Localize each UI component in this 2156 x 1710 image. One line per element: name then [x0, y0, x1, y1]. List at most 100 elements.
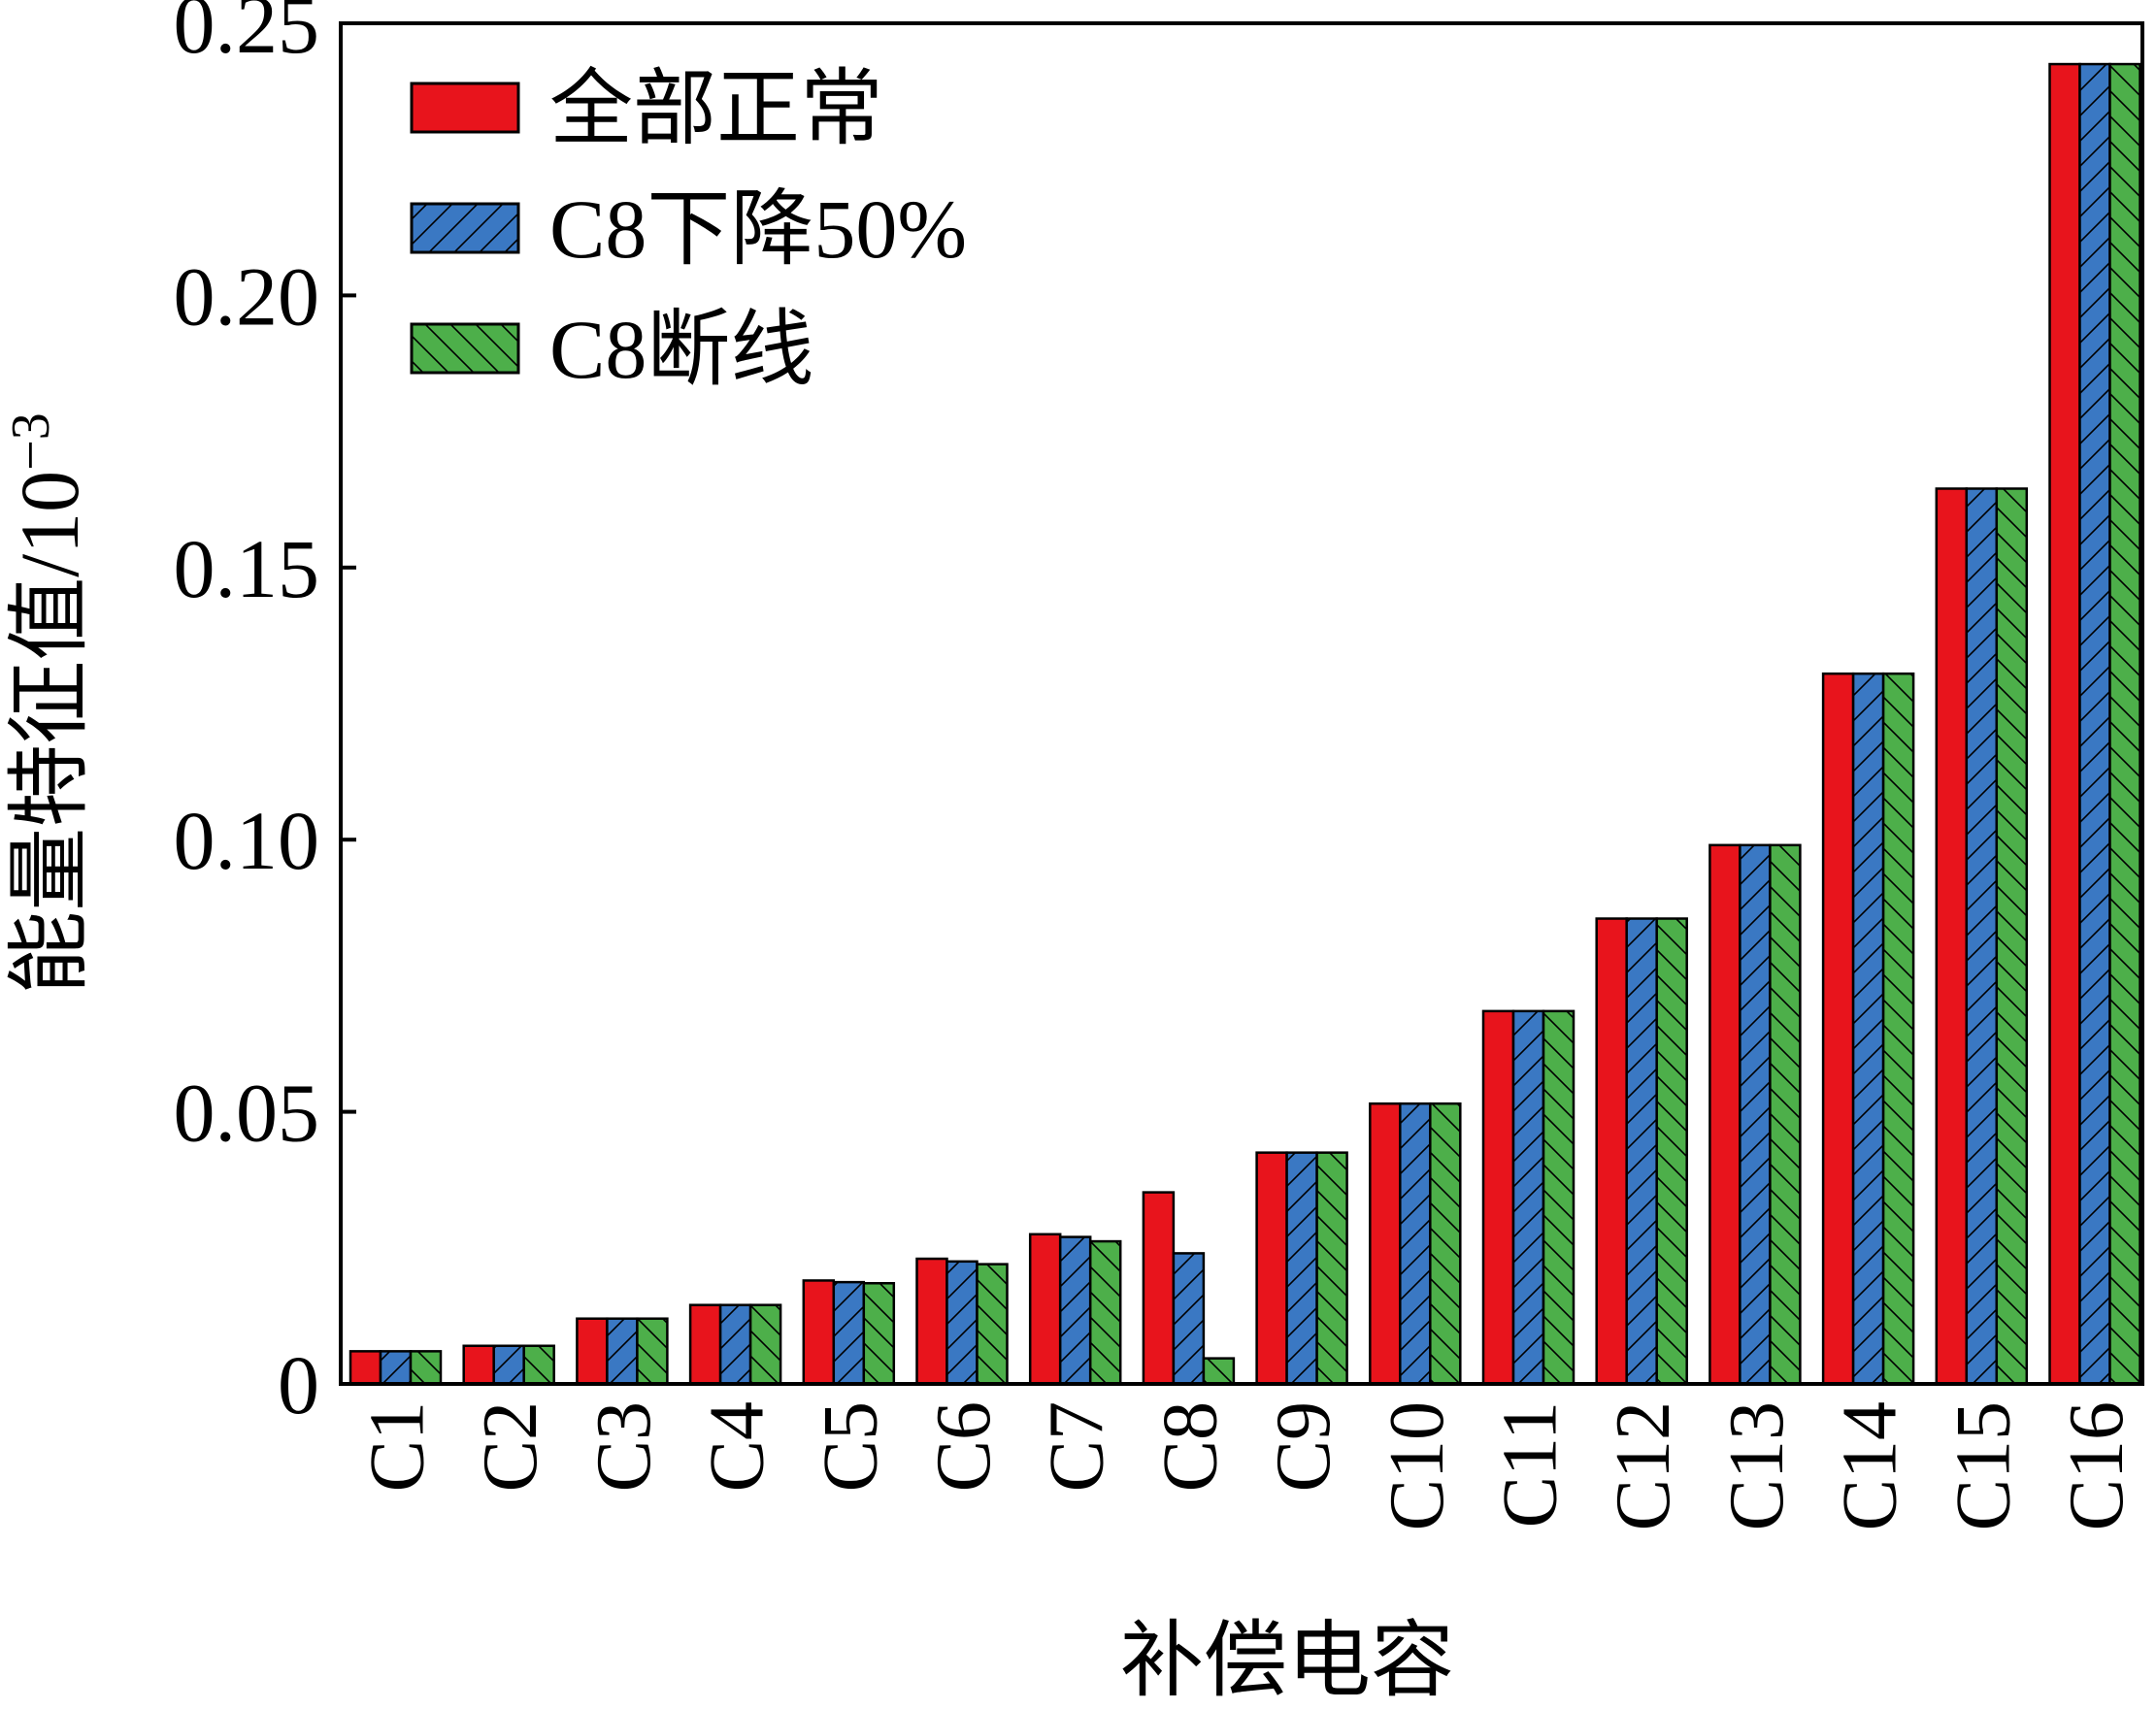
bar-C6-series-2	[945, 1260, 978, 1386]
x-tick-label: C12	[1601, 1401, 1686, 1530]
bar-C13-series-1	[1708, 843, 1741, 1386]
bar-C15-series-3	[1995, 487, 2029, 1386]
bar-C14-series-3	[1881, 672, 1915, 1386]
bar-C1-series-3	[409, 1350, 443, 1386]
x-tick-label: C7	[1035, 1401, 1120, 1492]
bar-C14-series-2	[1851, 672, 1885, 1386]
x-axis: C1 C2 C3 C4 C5 C6 C7 C8 C9 C10 C11 C12 C13 C14 C15 C16	[355, 1401, 2140, 1530]
bar-C16-series-3	[2108, 62, 2141, 1386]
x-tick-label-group: C13	[1714, 1401, 1800, 1530]
x-tick-label: C6	[921, 1401, 1007, 1492]
bar-C6-series-1	[915, 1257, 948, 1386]
x-tick-label: C10	[1375, 1401, 1460, 1530]
y-axis-title-main: 能量特征值/10	[3, 471, 96, 995]
bar-C15-series-2	[1965, 487, 1999, 1386]
legend-label-1: 全部正常	[549, 62, 883, 155]
bar-C14-series-1	[1821, 672, 1855, 1386]
x-tick-label-group: C14	[1828, 1401, 1913, 1530]
y-axis-title-group: 能量特征值/10−3	[1, 412, 96, 995]
y-tick-label: 0.25	[174, 0, 320, 71]
x-tick-label-group: C2	[468, 1401, 553, 1492]
x-tick-label: C3	[581, 1401, 667, 1492]
bar-C11-series-1	[1481, 1009, 1515, 1386]
x-tick-label: C8	[1147, 1401, 1233, 1492]
y-tick-label: 0.10	[174, 794, 320, 887]
bar-C10-series-2	[1399, 1102, 1432, 1386]
x-tick-label-group: C1	[355, 1401, 441, 1492]
bar-C1-series-1	[348, 1350, 382, 1386]
bar-C9-series-2	[1285, 1151, 1318, 1386]
x-tick-label: C9	[1261, 1401, 1346, 1492]
bar-C1-series-2	[379, 1350, 413, 1386]
bar-C4-series-1	[688, 1303, 722, 1386]
bar-C5-series-2	[832, 1280, 866, 1386]
y-axis: 0 0.05 0.10 0.15 0.20 0.25	[174, 0, 356, 1431]
x-tick-label-group: C3	[581, 1401, 667, 1492]
x-tick-label: C11	[1488, 1401, 1574, 1528]
plot-frame	[339, 21, 2144, 1386]
bar-C7-series-3	[1088, 1239, 1122, 1386]
x-tick-label: C4	[695, 1401, 780, 1492]
x-tick-label-group: C12	[1601, 1401, 1686, 1530]
bar-C8-series-3	[1202, 1357, 1236, 1386]
bar-C9-series-3	[1315, 1151, 1348, 1386]
bar-C8-series-1	[1142, 1191, 1176, 1386]
bars-layer	[348, 62, 2141, 1386]
x-tick-label: C2	[468, 1401, 553, 1492]
x-tick-label: C13	[1714, 1401, 1800, 1530]
legend-swatch-3	[410, 322, 520, 375]
x-tick-label-group: C10	[1375, 1401, 1460, 1530]
bar-C9-series-1	[1255, 1151, 1288, 1386]
bar-C5-series-1	[802, 1279, 836, 1386]
x-tick-label-group: C6	[921, 1401, 1007, 1492]
bar-C7-series-2	[1058, 1235, 1092, 1386]
bar-C12-series-3	[1655, 917, 1688, 1386]
x-tick-label-group: C8	[1147, 1401, 1233, 1492]
bar-C12-series-2	[1625, 917, 1658, 1386]
x-tick-label: C16	[2054, 1401, 2139, 1530]
bar-C2-series-2	[492, 1344, 525, 1386]
legend-swatch-2	[410, 202, 520, 254]
bar-C10-series-1	[1369, 1102, 1402, 1386]
bar-C11-series-3	[1542, 1009, 1576, 1386]
bar-C10-series-3	[1429, 1102, 1462, 1386]
bar-C16-series-1	[2048, 62, 2081, 1386]
bar-C15-series-1	[1935, 487, 1969, 1386]
bar-C4-series-3	[748, 1303, 782, 1386]
bar-C2-series-3	[522, 1344, 555, 1386]
x-tick-label-group: C16	[2054, 1401, 2139, 1530]
legend-label-3: C8断线	[549, 303, 813, 396]
bar-C7-series-1	[1028, 1233, 1062, 1386]
bar-C2-series-1	[462, 1344, 495, 1386]
x-tick-label: C14	[1828, 1401, 1913, 1530]
legend-label-2: C8下降50%	[549, 182, 967, 276]
x-tick-label-group: C11	[1488, 1401, 1574, 1528]
bar-C6-series-3	[976, 1263, 1009, 1386]
bar-C11-series-2	[1511, 1009, 1545, 1386]
y-tick-label: 0.20	[174, 249, 320, 343]
y-axis-title-exponent: −3	[1, 412, 61, 471]
bar-C13-series-3	[1769, 843, 1802, 1386]
bar-C3-series-2	[606, 1317, 639, 1386]
y-tick-label: 0	[278, 1338, 319, 1431]
x-tick-label-group: C15	[1940, 1401, 2026, 1530]
y-tick-label: 0.05	[174, 1067, 320, 1160]
x-tick-label-group: C7	[1035, 1401, 1120, 1492]
x-tick-label-group: C5	[808, 1401, 893, 1492]
bar-C12-series-1	[1595, 917, 1628, 1386]
x-axis-title: 补偿电容	[1120, 1614, 1454, 1705]
bar-C3-series-1	[576, 1317, 609, 1386]
x-tick-label-group: C9	[1261, 1401, 1346, 1492]
x-tick-label: C1	[355, 1401, 441, 1492]
x-tick-label-group: C4	[695, 1401, 780, 1492]
bar-C5-series-3	[862, 1282, 896, 1386]
bar-C4-series-2	[718, 1303, 752, 1386]
legend: 全部正常 C8下降50% C8断线	[410, 62, 967, 396]
legend-swatch-1	[410, 82, 520, 134]
y-axis-title: 能量特征值/10−3	[1, 412, 96, 995]
y-tick-label: 0.15	[174, 522, 320, 615]
x-tick-label: C5	[808, 1401, 893, 1492]
x-tick-label: C15	[1940, 1401, 2026, 1530]
